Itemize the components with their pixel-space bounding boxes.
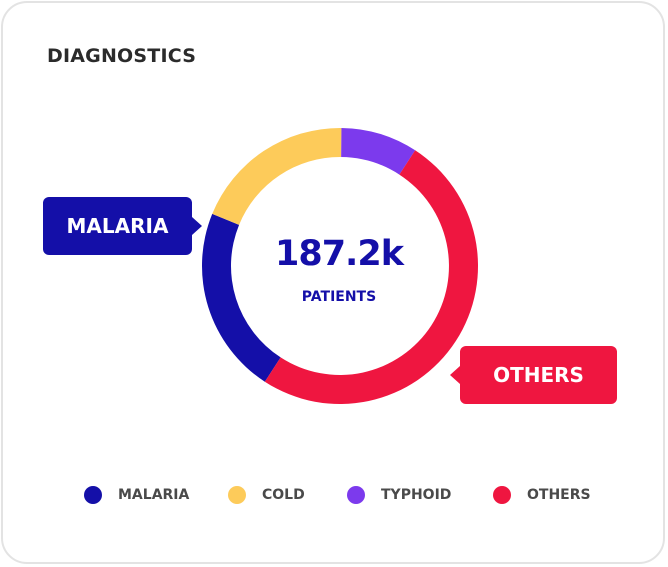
others-callout-label: OTHERS [493, 363, 584, 387]
legend-label-cold: COLD [262, 487, 305, 503]
total-patients-value: 187.2k [275, 234, 404, 274]
card-title: DIAGNOSTICS [47, 45, 197, 67]
legend-dot-cold [228, 486, 246, 504]
donut-slice-typhoid [341, 128, 416, 175]
legend-dot-others [493, 486, 511, 504]
legend-label-typhoid: TYPHOID [381, 487, 452, 503]
total-patients-label: PATIENTS [301, 289, 377, 305]
legend-item-malaria: MALARIA [84, 485, 189, 505]
legend-label-others: OTHERS [527, 487, 591, 503]
legend-item-typhoid: TYPHOID [347, 485, 451, 505]
legend-dot-malaria [84, 486, 102, 504]
legend-dot-typhoid [347, 486, 365, 504]
donut-slice-cold [212, 128, 342, 225]
legend-item-cold: COLD [228, 485, 305, 505]
legend-label-malaria: MALARIA [118, 487, 190, 503]
donut-slice-others [264, 150, 478, 405]
malaria-callout: MALARIA [43, 197, 202, 255]
legend-item-others: OTHERS [493, 485, 591, 505]
donut-slice-malaria [202, 213, 281, 382]
others-callout: OTHERS [450, 346, 617, 404]
malaria-callout-label: MALARIA [66, 214, 169, 238]
